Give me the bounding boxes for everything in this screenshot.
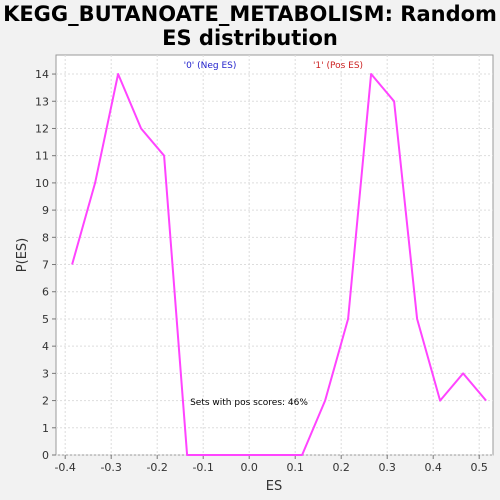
x-tick-label: 0.4 (424, 461, 442, 474)
neg-es-label: '0' (Neg ES) (184, 61, 237, 71)
x-tick-label: 0.3 (378, 461, 396, 474)
y-tick-label: 2 (42, 395, 49, 408)
y-tick-label: 11 (35, 150, 49, 163)
x-tick-label: 0.2 (332, 461, 350, 474)
chart-title: KEGG_BUTANOATE_METABOLISM: Random ES dis… (0, 2, 500, 50)
series-line (71, 73, 487, 456)
y-tick-label: 3 (42, 367, 49, 380)
series-layer (71, 73, 487, 456)
y-tick-label: 6 (42, 286, 49, 299)
pos-es-label: '1' (Pos ES) (313, 61, 363, 71)
plot-area (55, 54, 494, 456)
y-tick-label: 8 (42, 231, 49, 244)
y-tick-label: 13 (35, 95, 49, 108)
x-axis-label: ES (266, 479, 282, 494)
y-tick-label: 5 (42, 313, 49, 326)
y-tick-label: 1 (42, 422, 49, 435)
x-tick-label: 0.1 (286, 461, 304, 474)
x-tick-label: -0.4 (54, 461, 75, 474)
y-tick-label: 9 (42, 204, 49, 217)
y-axis-label: P(ES) (15, 238, 30, 272)
x-tick-label: 0.5 (470, 461, 488, 474)
grid (56, 55, 493, 456)
y-tick-label: 0 (42, 449, 49, 462)
y-tick-label: 12 (35, 122, 49, 135)
y-tick-label: 7 (42, 259, 49, 272)
y-tick-label: 4 (42, 340, 49, 353)
x-tick-label: -0.3 (100, 461, 121, 474)
x-tick-label: -0.1 (192, 461, 213, 474)
y-tick-label: 14 (35, 68, 49, 81)
chart-title-line-1: KEGG_BUTANOATE_METABOLISM: Random (3, 2, 497, 26)
chart-title-line-2: ES distribution (162, 26, 338, 50)
x-tick-label: 0.0 (240, 461, 258, 474)
y-tick-label: 10 (35, 177, 49, 190)
x-tick-label: -0.2 (146, 461, 167, 474)
pos-scores-annotation: Sets with pos scores: 46% (190, 398, 308, 408)
